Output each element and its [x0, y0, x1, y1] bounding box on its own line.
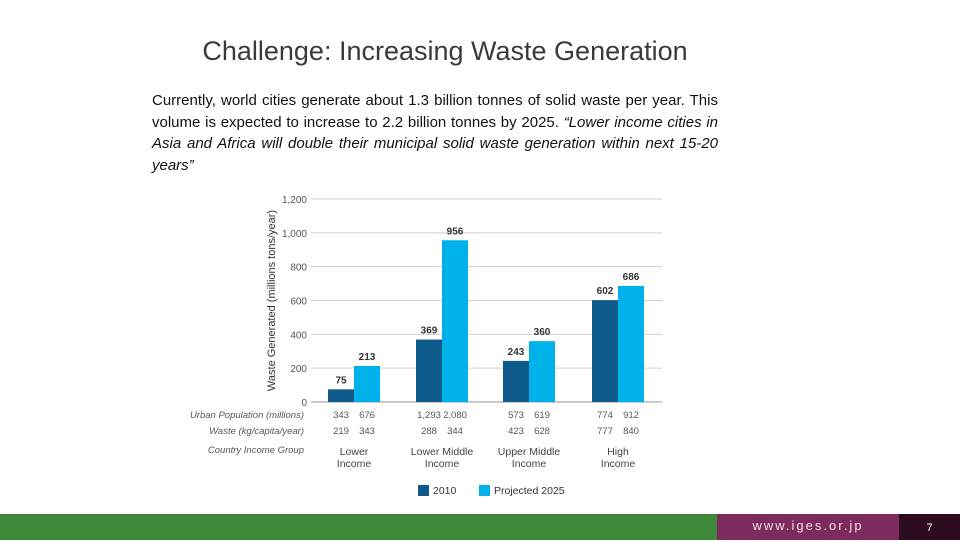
bar-2010: [592, 300, 618, 402]
y-tick-label: 600: [290, 297, 307, 308]
legend-label: 2010: [433, 485, 457, 497]
waste-generation-chart: 0 200 400 600 800 1,000 1,200 Waste Generated (…: [190, 195, 662, 497]
table-cell: 343: [359, 426, 375, 437]
page-number: 7: [899, 514, 960, 540]
y-tick-label: 400: [290, 330, 307, 341]
category-label: Income: [337, 458, 372, 470]
category-label: Income: [512, 458, 547, 470]
category-label: Income: [601, 458, 636, 470]
body-quote: “Lower income cities in Asia and Africa …: [152, 113, 718, 174]
value-label: 369: [421, 326, 438, 337]
table-cell: 423: [508, 426, 524, 437]
y-tick-label: 800: [290, 263, 307, 274]
value-label: 602: [597, 286, 614, 297]
table-cell: 774: [597, 410, 613, 421]
table-row-label: Waste (kg/capita/year): [209, 426, 304, 437]
group-label: Country Income Group: [208, 445, 304, 456]
table-cell: 777: [597, 426, 613, 437]
table-cell: 840: [623, 426, 639, 437]
slide-title: Challenge: Increasing Waste Generation: [202, 36, 688, 66]
y-tick-label: 1,000: [282, 229, 307, 240]
table-cell: 288: [421, 426, 437, 437]
y-axis-label: Waste Generated (millions tons/year): [266, 210, 278, 391]
category-label: Lower Middle: [411, 446, 474, 458]
body-paragraph: Currently, world cities generate about 1…: [152, 92, 718, 131]
bar-2010: [328, 389, 354, 402]
body-text: Currently, world cities generate about 1…: [152, 90, 718, 176]
table-cell: 1,293: [417, 410, 441, 421]
value-label: 75: [335, 375, 347, 386]
legend-label: Projected 2025: [494, 485, 565, 497]
y-tick-label: 1,200: [282, 195, 307, 206]
legend-swatch: [479, 485, 490, 496]
category-label: Upper Middle: [498, 446, 561, 458]
bar-2010: [503, 360, 529, 402]
value-label: 243: [508, 347, 525, 358]
table-row-label: Urban Population (millions): [190, 410, 304, 421]
bar-projected-2025: [618, 285, 644, 402]
table-cell: 912: [623, 410, 639, 421]
category-label: High: [607, 446, 629, 458]
table-cell: 619: [534, 410, 550, 421]
table-cell: 219: [333, 426, 349, 437]
table-cell: 2,080: [443, 410, 467, 421]
table-cell: 573: [508, 410, 524, 421]
y-tick-label: 0: [301, 398, 307, 409]
value-label: 213: [359, 352, 376, 363]
bar-projected-2025: [354, 365, 380, 402]
category-label: Lower: [340, 446, 369, 458]
category-label: Income: [425, 458, 460, 470]
footer-url: www.iges.or.jp: [717, 514, 899, 540]
table-cell: 676: [359, 410, 375, 421]
bar-2010: [416, 339, 442, 402]
bar-projected-2025: [442, 240, 468, 402]
value-label: 956: [447, 226, 464, 237]
legend-swatch: [418, 485, 429, 496]
table-cell: 343: [333, 410, 349, 421]
value-label: 686: [623, 272, 640, 283]
bar-projected-2025: [529, 341, 555, 402]
table-cell: 344: [447, 426, 463, 437]
table-cell: 628: [534, 426, 550, 437]
value-label: 360: [534, 327, 551, 338]
y-tick-label: 200: [290, 364, 307, 375]
